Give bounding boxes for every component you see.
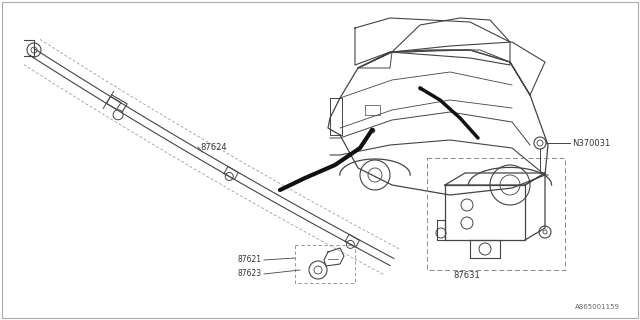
Text: 87621: 87621 — [238, 255, 262, 265]
Text: 87631: 87631 — [453, 270, 480, 279]
Text: A865001159: A865001159 — [575, 304, 620, 310]
Text: 87624: 87624 — [200, 143, 227, 153]
Text: 87623: 87623 — [238, 269, 262, 278]
Text: N370031: N370031 — [572, 139, 611, 148]
